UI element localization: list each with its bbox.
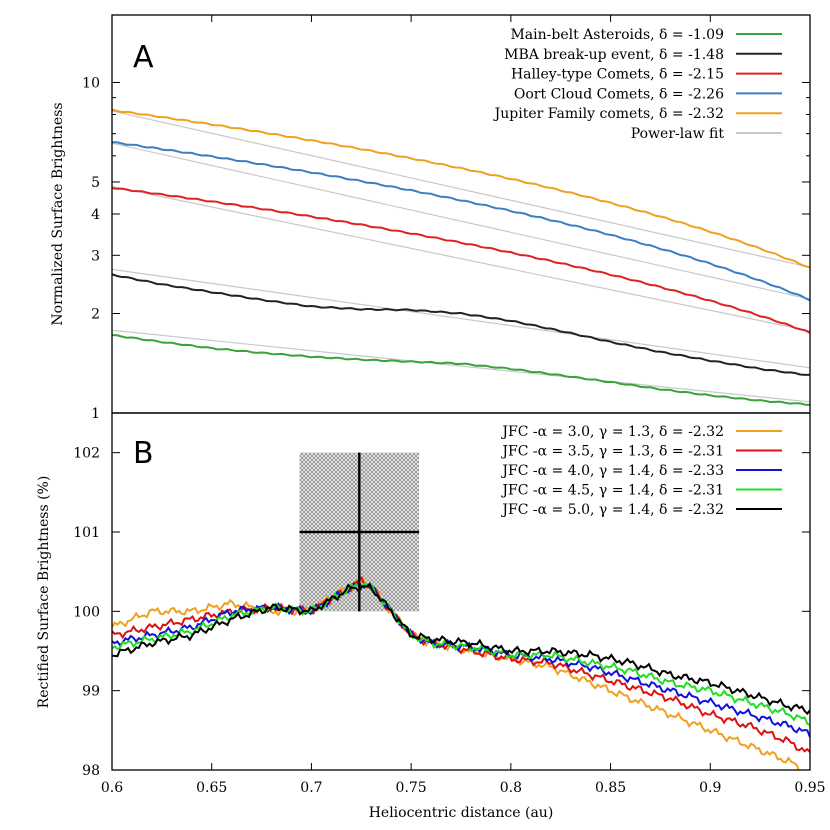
power-law-fit-line: [112, 268, 810, 369]
panel-b-y-tick-label: 99: [82, 684, 100, 700]
panel-a-legend: Main-belt Asteroids, δ = -1.09 MBA break-…: [493, 27, 782, 142]
panel-b-y-tick-label: 98: [82, 763, 100, 779]
legend-entry-label: Main-belt Asteroids, δ = -1.09: [510, 27, 724, 43]
panel-b-y-tick-label: 100: [73, 604, 100, 620]
panel-b-series-line: [112, 582, 810, 726]
panel-b-y-axis-title: Rectified Surface Brightness (%): [36, 476, 52, 709]
panel-b-plot-area: [112, 575, 810, 770]
x-tick-label: 0.8: [500, 780, 522, 796]
legend-entry-label: MBA break-up event, δ = -1.48: [504, 47, 724, 63]
x-tick-label: 0.6: [101, 780, 123, 796]
legend-entry-label: JFC -α = 5.0, γ = 1.4, δ = -2.32: [500, 502, 724, 518]
power-law-fit-line: [112, 329, 810, 403]
panel-b-series-line: [112, 580, 810, 738]
panel-b-series-line: [112, 575, 810, 770]
panel-a-series-line: [112, 141, 810, 302]
panel-a-y-tick-label: 3: [91, 248, 100, 264]
legend-entry-label: Jupiter Family comets, δ = -2.32: [493, 106, 724, 122]
panel-b-legend: JFC -α = 3.0, γ = 1.3, δ = -2.32 JFC -α =…: [500, 424, 782, 518]
x-tick-label: 0.75: [396, 780, 427, 796]
panel-b-series-line: [112, 582, 810, 716]
panel-a-plot-area: [112, 108, 810, 407]
legend-entry-label: JFC -α = 3.5, γ = 1.3, δ = -2.31: [500, 444, 724, 460]
panel-a-series-line: [112, 273, 810, 376]
panel-a-series-line: [112, 108, 810, 269]
panel-a-y-tick-label: 10: [82, 75, 100, 91]
panel-a-letter: A: [133, 40, 154, 75]
power-law-fit-line: [112, 185, 810, 332]
panel-a-y-tick-label: 1: [91, 406, 100, 422]
legend-entry-label: Power-law fit: [631, 126, 725, 142]
panel-b-frame: [111, 412, 811, 771]
panel-a-y-tick-label: 5: [91, 175, 100, 191]
panel-a-series-line: [112, 334, 810, 407]
panel-a-y-tick-label: 4: [91, 207, 100, 223]
panel-a-series-line: [112, 187, 810, 334]
x-tick-label: 0.85: [595, 780, 626, 796]
legend-entry-label: JFC -α = 4.5, γ = 1.4, δ = -2.31: [500, 483, 724, 499]
x-tick-label: 0.65: [196, 780, 227, 796]
panel-a-y-tick-label: 2: [91, 307, 100, 323]
x-tick-label: 0.95: [794, 780, 825, 796]
x-axis-title: Heliocentric distance (au): [369, 805, 554, 821]
power-law-fit-line: [112, 110, 810, 268]
panel-b-series-line: [112, 576, 810, 753]
legend-entry-label: JFC -α = 3.0, γ = 1.3, δ = -2.32: [500, 424, 724, 440]
x-tick-label: 0.9: [699, 780, 721, 796]
panel-a-y-axis-title: Normalized Surface Brightness: [50, 102, 66, 325]
panel-b-y-tick-label: 102: [73, 446, 100, 462]
legend-entry-label: Halley-type Comets, δ = -2.15: [511, 67, 724, 83]
panel-b-y-tick-label: 101: [73, 525, 100, 541]
x-tick-label: 0.7: [300, 780, 322, 796]
legend-entry-label: JFC -α = 4.0, γ = 1.4, δ = -2.33: [500, 463, 724, 479]
legend-entry-label: Oort Cloud Comets, δ = -2.26: [514, 86, 724, 102]
power-law-fit-line: [112, 142, 810, 300]
panel-b-letter: B: [133, 436, 154, 471]
